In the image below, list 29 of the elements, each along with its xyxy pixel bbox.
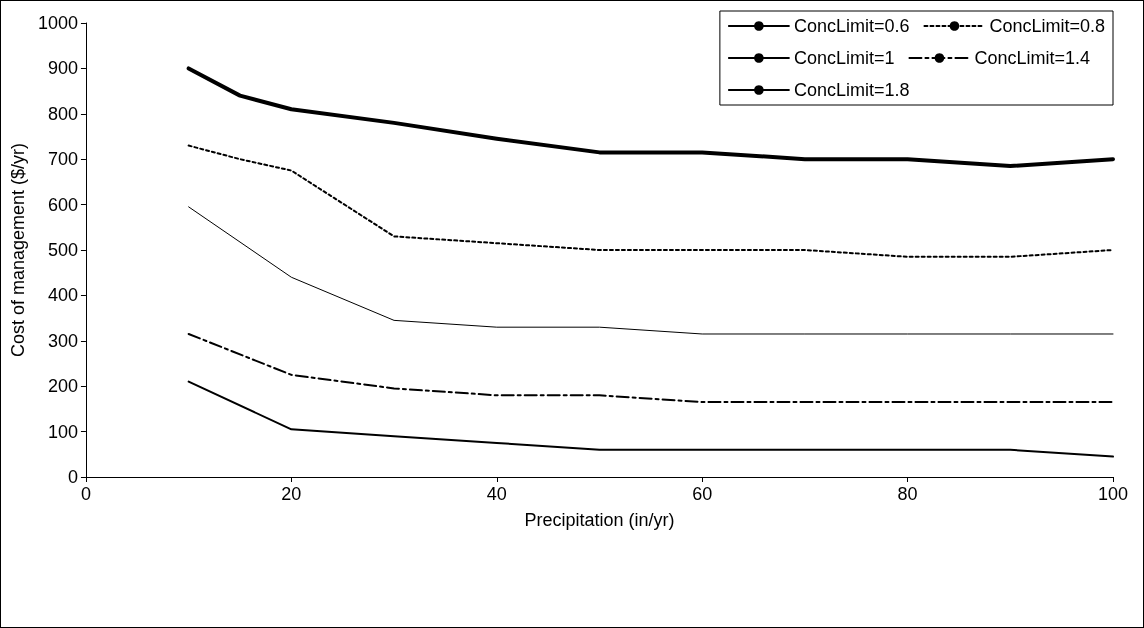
line-series xyxy=(187,144,1114,258)
y-tick-label: 600 xyxy=(47,194,78,215)
y-tick-label: 0 xyxy=(67,467,78,487)
y-tick-label: 1000 xyxy=(37,13,78,33)
y-axis-title: Cost of management ($/yr) xyxy=(8,142,28,358)
legend-label: ConcLimit=1.8 xyxy=(793,80,910,100)
legend-label: ConcLimit=0.6 xyxy=(793,16,910,36)
line-series xyxy=(187,380,1114,458)
x-tick-label: 80 xyxy=(897,484,918,504)
line-series xyxy=(187,332,1114,404)
y-tick-label: 300 xyxy=(47,330,78,351)
x-tick-label: 40 xyxy=(486,484,507,504)
legend-label: ConcLimit=1.4 xyxy=(974,48,1090,68)
y-tick-label: 200 xyxy=(47,376,78,397)
x-tick-label: 0 xyxy=(80,484,91,504)
y-tick-label: 700 xyxy=(47,149,78,170)
x-tick-label: 20 xyxy=(281,484,302,504)
line-series xyxy=(188,206,1114,335)
x-tick-label: 60 xyxy=(692,484,713,504)
line-series xyxy=(186,66,1115,169)
x-tick-label: 100 xyxy=(1097,484,1129,504)
y-tick-label: 900 xyxy=(47,58,78,79)
legend-label: ConcLimit=0.8 xyxy=(989,16,1105,36)
y-tick-label: 400 xyxy=(47,285,78,306)
y-tick-label: 100 xyxy=(47,421,78,442)
y-tick-label: 800 xyxy=(47,103,78,124)
y-tick-label: 500 xyxy=(47,240,78,260)
legend-label: ConcLimit=1 xyxy=(793,48,895,68)
x-axis-title: Precipitation (in/yr) xyxy=(524,510,675,530)
